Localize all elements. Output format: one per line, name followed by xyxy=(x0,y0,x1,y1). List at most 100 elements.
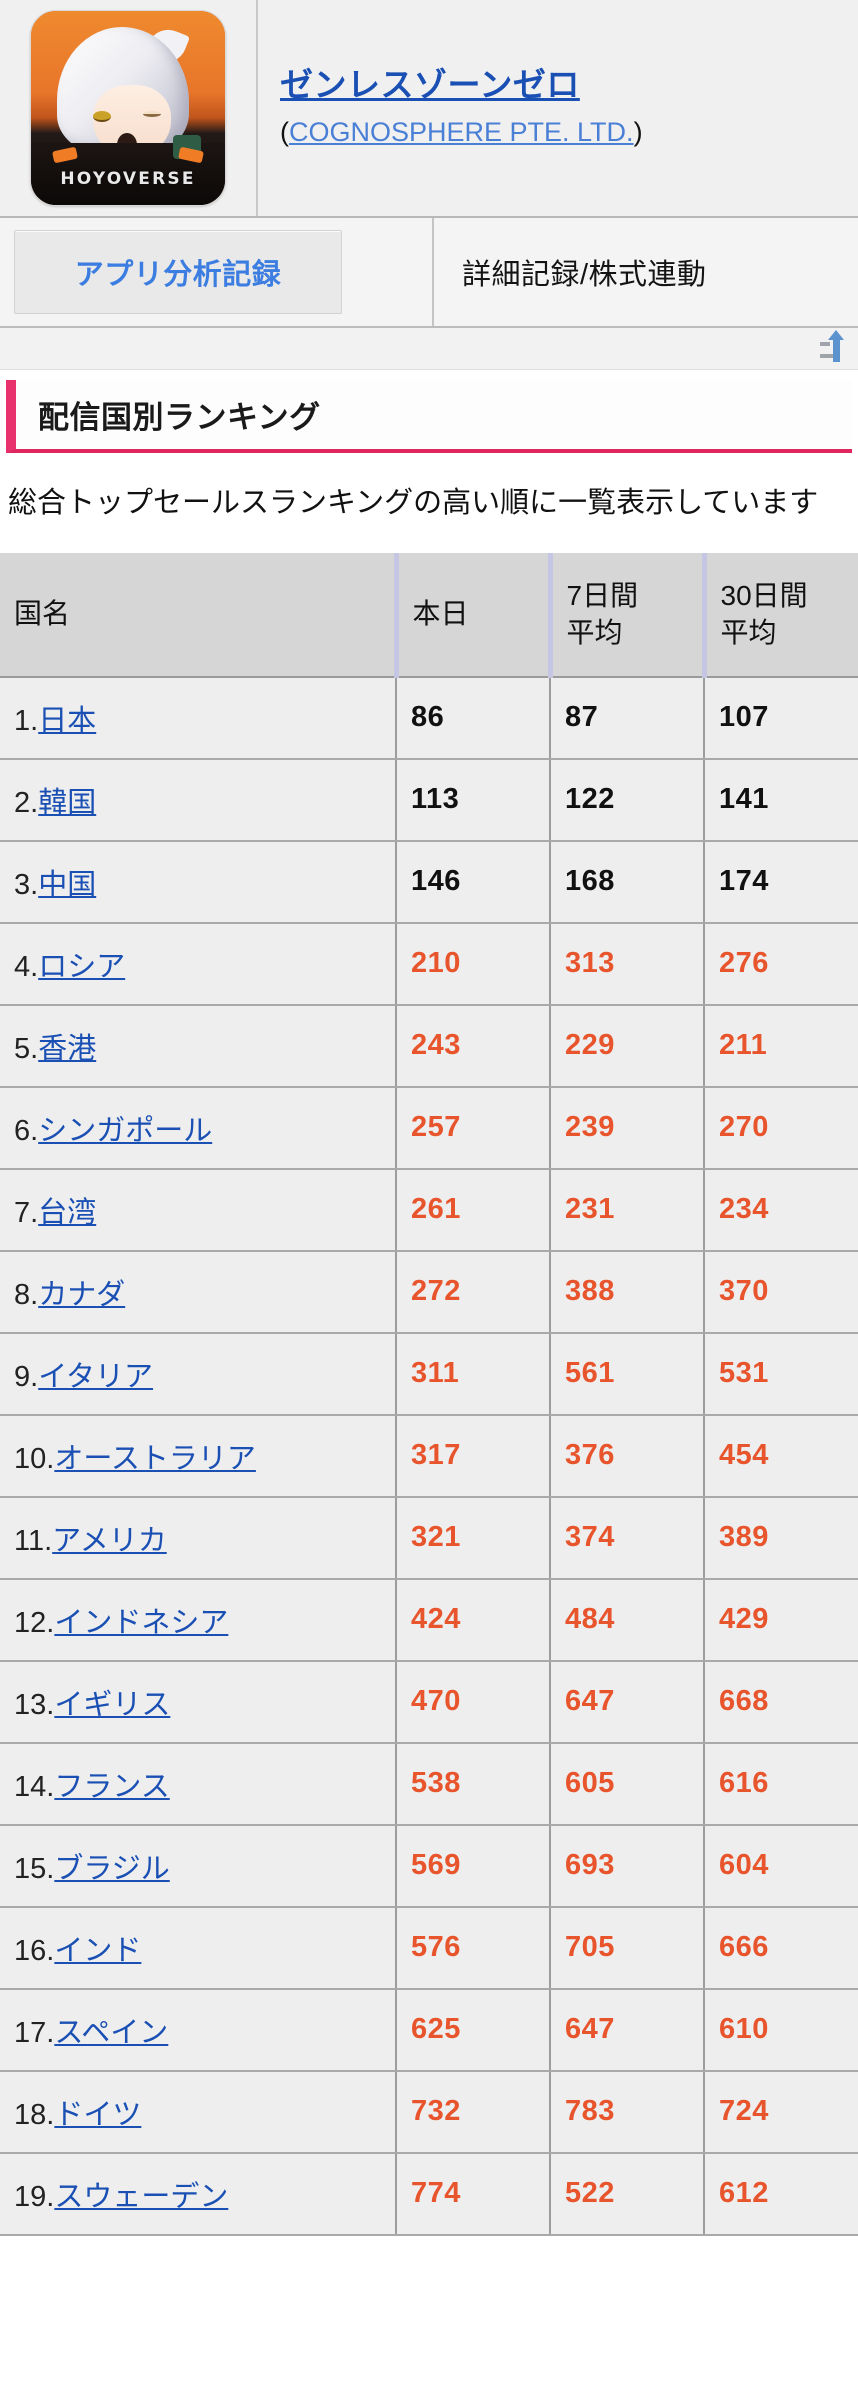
cell-country: 5.香港 xyxy=(0,1004,396,1088)
cell-country: 6.シンガポール xyxy=(0,1086,396,1170)
column-header-avg7[interactable]: 7日間 平均 xyxy=(547,552,704,678)
table-header-row: 国名 本日 7日間 平均 30日間 平均 xyxy=(0,552,858,678)
table-row: 6.シンガポール 257 239 270 xyxy=(0,1086,858,1170)
cell-today: 732 xyxy=(395,2070,550,2154)
table-row: 18.ドイツ 732 783 724 xyxy=(0,2070,858,2154)
cell-avg30: 141 xyxy=(703,758,858,842)
cell-today: 113 xyxy=(395,758,550,842)
app-name-link[interactable]: ゼンレスゾーンゼロ xyxy=(280,66,580,104)
column-header-avg30-line1: 30日間 xyxy=(720,579,808,611)
column-header-avg30-line2: 平均 xyxy=(720,617,777,649)
cell-country: 3.中国 xyxy=(0,840,396,924)
cell-avg30: 211 xyxy=(703,1004,858,1088)
tab-app-analysis[interactable]: アプリ分析記録 xyxy=(14,230,342,314)
rank-number: 4. xyxy=(14,950,39,983)
scroll-top-strip xyxy=(0,328,858,370)
app-icon[interactable]: HOYOVERSE xyxy=(30,10,226,206)
cell-country: 16.インド xyxy=(0,1906,396,1990)
cell-avg30: 616 xyxy=(703,1742,858,1826)
table-row: 14.フランス 538 605 616 xyxy=(0,1742,858,1826)
tab-bar: アプリ分析記録 詳細記録/株式連動 xyxy=(0,218,858,328)
tab-app-analysis-label: アプリ分析記録 xyxy=(74,259,282,291)
section-description: 総合トップセールスランキングの高い順に一覧表示しています xyxy=(8,487,819,519)
cell-today: 470 xyxy=(395,1660,550,1744)
table-row: 9.イタリア 311 561 531 xyxy=(0,1332,858,1416)
column-header-avg30[interactable]: 30日間 平均 xyxy=(701,552,858,678)
rank-number: 7. xyxy=(14,1196,39,1229)
cell-today: 317 xyxy=(395,1414,550,1498)
table-row: 10.オーストラリア 317 376 454 xyxy=(0,1414,858,1498)
cell-avg7: 647 xyxy=(549,1660,704,1744)
arrow-up-icon-bar-2 xyxy=(820,354,834,358)
country-link[interactable]: シンガポール xyxy=(38,1114,213,1147)
cell-avg30: 666 xyxy=(703,1906,858,1990)
arrow-up-icon[interactable] xyxy=(820,330,850,364)
cell-avg30: 724 xyxy=(703,2070,858,2154)
table-row: 8.カナダ 272 388 370 xyxy=(0,1250,858,1334)
rank-number: 15. xyxy=(14,1852,55,1885)
app-icon-eye-right xyxy=(143,111,161,117)
rank-number: 13. xyxy=(14,1688,55,1721)
cell-today: 569 xyxy=(395,1824,550,1908)
cell-country: 19.スウェーデン xyxy=(0,2152,396,2236)
country-link[interactable]: アメリカ xyxy=(52,1524,167,1557)
table-row: 5.香港 243 229 211 xyxy=(0,1004,858,1088)
rank-number: 11. xyxy=(14,1524,53,1557)
section-header: 配信国別ランキング xyxy=(6,380,852,453)
cell-country: 15.ブラジル xyxy=(0,1824,396,1908)
arrow-up-icon-shaft xyxy=(833,336,840,362)
cell-avg7: 376 xyxy=(549,1414,704,1498)
country-link[interactable]: インドネシア xyxy=(54,1606,229,1639)
cell-avg7: 522 xyxy=(549,2152,704,2236)
cell-today: 272 xyxy=(395,1250,550,1334)
app-title-cell: ゼンレスゾーンゼロ (COGNOSPHERE PTE. LTD.) xyxy=(258,0,858,216)
cell-avg7: 87 xyxy=(549,676,704,760)
country-link[interactable]: オーストラリア xyxy=(54,1442,256,1475)
cell-avg7: 229 xyxy=(549,1004,704,1088)
rank-number: 1. xyxy=(14,704,39,737)
publisher-paren-open: ( xyxy=(280,117,289,148)
country-link[interactable]: 中国 xyxy=(38,868,97,901)
rank-number: 3. xyxy=(14,868,39,901)
cell-country: 10.オーストラリア xyxy=(0,1414,396,1498)
country-link[interactable]: スペイン xyxy=(54,2016,169,2049)
cell-avg7: 239 xyxy=(549,1086,704,1170)
country-link[interactable]: イギリス xyxy=(54,1688,171,1721)
country-link[interactable]: インド xyxy=(54,1934,142,1967)
column-header-today[interactable]: 本日 xyxy=(393,552,550,678)
table-row: 16.インド 576 705 666 xyxy=(0,1906,858,1990)
country-link[interactable]: ブラジル xyxy=(54,1852,170,1885)
column-header-country[interactable]: 国名 xyxy=(0,552,396,678)
cell-avg7: 168 xyxy=(549,840,704,924)
country-link[interactable]: ドイツ xyxy=(54,2098,142,2131)
country-link[interactable]: 韓国 xyxy=(38,786,97,819)
cell-today: 210 xyxy=(395,922,550,1006)
country-link[interactable]: カナダ xyxy=(38,1278,126,1311)
country-link[interactable]: イタリア xyxy=(38,1360,154,1393)
cell-avg7: 374 xyxy=(549,1496,704,1580)
country-link[interactable]: フランス xyxy=(54,1770,170,1803)
table-header: 国名 本日 7日間 平均 30日間 平均 xyxy=(0,552,858,678)
cell-avg30: 234 xyxy=(703,1168,858,1252)
column-header-avg7-line1: 7日間 xyxy=(566,579,639,611)
table-body: 1.日本 86 87 107 2.韓国 113 122 141 3.中国 146 168 174 4.ロ… xyxy=(0,676,858,2236)
cell-today: 146 xyxy=(395,840,550,924)
publisher-link[interactable]: COGNOSPHERE PTE. LTD. xyxy=(289,117,634,148)
cell-today: 86 xyxy=(395,676,550,760)
cell-avg7: 122 xyxy=(549,758,704,842)
cell-country: 12.インドネシア xyxy=(0,1578,396,1662)
cell-avg7: 484 xyxy=(549,1578,704,1662)
country-ranking-table: 国名 本日 7日間 平均 30日間 平均 1.日本 86 87 107 2.韓国 113 1… xyxy=(0,552,858,2236)
cell-avg7: 605 xyxy=(549,1742,704,1826)
country-link[interactable]: スウェーデン xyxy=(54,2180,229,2213)
cell-today: 243 xyxy=(395,1004,550,1088)
country-link[interactable]: 日本 xyxy=(38,704,97,737)
country-link[interactable]: 香港 xyxy=(38,1032,97,1065)
country-link[interactable]: ロシア xyxy=(38,950,126,983)
rank-number: 2. xyxy=(14,786,39,819)
cell-country: 13.イギリス xyxy=(0,1660,396,1744)
tab-detail-stock[interactable]: 詳細記録/株式連動 xyxy=(434,218,858,326)
cell-today: 311 xyxy=(395,1332,550,1416)
table-row: 3.中国 146 168 174 xyxy=(0,840,858,924)
country-link[interactable]: 台湾 xyxy=(38,1196,97,1229)
